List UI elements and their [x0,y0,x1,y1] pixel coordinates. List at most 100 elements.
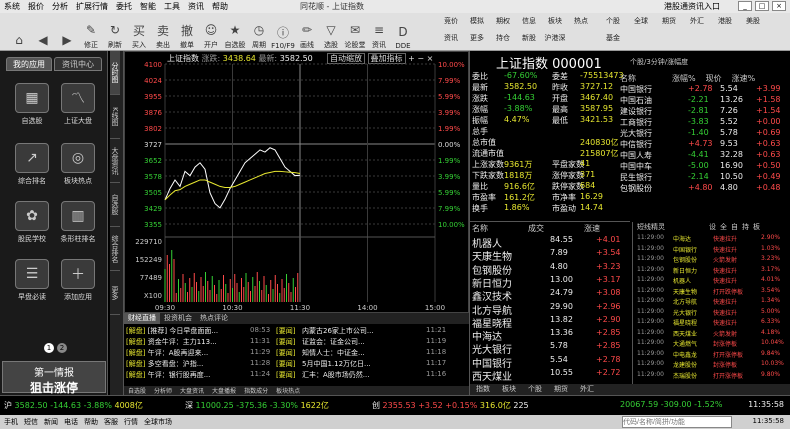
rank-row[interactable]: 包钢股份 +4.80 4.80 +0.48 [620,183,790,194]
menu-item-help[interactable]: 帮助 [212,2,228,11]
sub-row[interactable]: 中海达 13.36 +2.85 [472,328,630,343]
menu-item-quote[interactable]: 报价 [28,2,44,11]
menu-item-smart[interactable]: 智能 [140,2,156,11]
news-title[interactable]: 多空看盘：沪指... [147,360,204,368]
sub-row[interactable]: 西天煤业 10.55 +2.72 [472,368,630,383]
flash-row[interactable]: 11:29:00 龙建股份 封涨停板 10.03% [637,360,789,369]
bottom-tab[interactable]: 指数成分 [244,388,269,395]
toolbar-right-button[interactable]: 板块 [548,17,562,25]
flash-row[interactable]: 11:29:00 中国银行 快速拉升 1.03% [637,245,789,254]
bottom-bar-item[interactable]: 新闻 [44,418,58,426]
rank-row[interactable]: 光大银行 -1.40 5.78 +0.69 [620,128,790,139]
toolbar-right-button[interactable]: 基金 [606,34,620,42]
bottom-bar-item[interactable]: 帮助 [84,418,98,426]
flash-row[interactable]: 11:29:00 光大银行 快速拉升 5.00% [637,308,789,317]
toolbar-forward-button[interactable]: ▶ [56,16,78,50]
index-sh[interactable]: 沪 3582.50 -144.63 -3.88% 4008亿 [4,401,143,410]
sub-row[interactable]: 福星晓程 13.82 +2.90 [472,315,630,330]
toolbar-right-button[interactable]: 港股 [718,17,732,25]
bottom-bar-item[interactable]: 电话 [64,418,78,426]
bottom-tab[interactable]: 分析师 [154,388,173,395]
tab-more[interactable]: 更多 [110,271,120,315]
footer-tab[interactable]: 板块 [502,385,516,393]
flash-filter-button[interactable]: 自 [731,223,738,231]
flash-row[interactable]: 11:29:00 北方导航 快速拉升 1.34% [637,297,789,306]
flash-row[interactable]: 11:29:00 大通燃气 封涨停板 10.04% [637,339,789,348]
flash-row[interactable]: 11:29:00 西天煤业 火箭发射 4.18% [637,329,789,338]
toolbar-right-button[interactable]: 美股 [746,17,760,25]
toolbar-right-button[interactable]: 期权 [496,17,510,25]
flash-row[interactable]: 11:29:00 杰瑞股份 打开涨停板 9.80% [637,371,789,380]
menu-item-extended[interactable]: 扩展行情 [76,2,108,11]
toolbar-filter-button[interactable]: ▽ 选股 [324,23,338,49]
toolbar-f10-button[interactable]: ⓘ F10/F9 [271,25,295,51]
code-search-input[interactable] [622,416,732,428]
sub-row[interactable]: 机器人 84.55 +4.01 [472,235,630,250]
bottom-bar-item[interactable]: 客服 [104,418,118,426]
news-row[interactable]: [解盘] [推荐] 今日早盘面面... 08:53 [要闻] 内蒙古26家上市公司..… [126,326,466,336]
tab-ranking[interactable]: 综合排名 [110,227,120,271]
tab-live[interactable]: 财经直播 [124,313,160,324]
rank-row[interactable]: 工商银行 -3.83 5.52 +0.00 [620,117,790,128]
menu-item-trade[interactable]: 委托 [116,2,132,11]
menu-item-system[interactable]: 系统 [4,2,20,11]
toolbar-right-button[interactable]: 沪港深 [544,34,566,42]
tab-intraday[interactable]: 分时图 [110,51,120,95]
toolbar-account-button[interactable]: ☺ 开户 [204,23,218,49]
flash-row[interactable]: 11:29:00 福星晓程 快速拉升 6.33% [637,318,789,327]
footer-tab[interactable]: 指数 [476,385,490,393]
flash-filter-button[interactable]: 设 [709,223,716,231]
app-morning-read[interactable]: ☰ 早盘必读 [12,259,52,302]
window-right-link[interactable]: 港股通资讯入口 [664,2,720,11]
toolbar-right-button[interactable]: 信息 [522,17,536,25]
footer-tab[interactable]: 个股 [528,385,542,393]
toolbar-right-button[interactable]: 模拟 [470,17,484,25]
news-row[interactable]: [解盘] 午评：A股再迎来... 11:29 [要闻] 知情人士：中证金... 11:1… [126,348,466,358]
flash-filter-button[interactable]: 全 [720,223,727,231]
intraday-chart[interactable]: 上证指数 涨跌: 3438.64 最新: 3582.50 自动缩放 叠加指标 +… [124,51,469,313]
toolbar-buy-button[interactable]: 买买入 [132,23,146,50]
toolbar-right-button[interactable]: 新股 [522,34,536,42]
toolbar-right-button[interactable]: 资讯 [444,34,458,42]
sub-row[interactable]: 中国银行 5.54 +2.78 [472,355,630,370]
toolbar-right-button[interactable]: 个股 [606,17,620,25]
toolbar-right-button[interactable]: 更多 [470,34,484,42]
auto-scale-button[interactable]: 自动缩放 [327,53,365,64]
news-title[interactable]: 内蒙古26家上市公司... [302,327,374,335]
news-title[interactable]: 5月中国1.12万亿日... [302,360,371,368]
minimize-button[interactable]: _ [738,1,752,11]
tab-kline[interactable]: K线图 [110,95,120,139]
bottom-bar-item[interactable]: 全球市场 [144,418,172,426]
toolbar-home-button[interactable]: ⌂ [8,16,30,50]
menu-item-news[interactable]: 资讯 [188,2,204,11]
sub-row[interactable]: 光大银行 5.78 +2.85 [472,341,630,356]
flash-row[interactable]: 11:29:00 新日恒力 快速拉升 3.17% [637,266,789,275]
app-hot-sectors[interactable]: ◎ 板块热点 [58,143,98,186]
flash-row[interactable]: 11:29:00 天康生物 打开跌停板 3.54% [637,287,789,296]
index-sz[interactable]: 深 11000.25 -375.36 -3.30% 1622亿 [185,401,329,410]
news-row[interactable]: [解盘] 资金牛评：主力113... 11:31 [要闻] 证监会：证金公司... 11… [126,337,466,347]
bottom-bar-item[interactable]: 手机 [4,418,18,426]
bottom-bar-item[interactable]: 短信 [24,418,38,426]
page-dot[interactable]: 2 [57,343,67,353]
sub-row[interactable]: 北方导航 29.90 +2.96 [472,302,630,317]
toolbar-chat-button[interactable]: ✉ 论股堂 [344,23,366,49]
footer-tab[interactable]: 外汇 [580,385,594,393]
flash-filter-button[interactable]: 板 [753,223,760,231]
sub-row[interactable]: 鑫汉技术 24.79 +3.08 [472,288,630,303]
news-title[interactable]: 午评：银行股再度... [147,371,211,379]
toolbar-draw-button[interactable]: ✏ 画线 [300,23,314,49]
news-title[interactable]: 资金牛评：主力113... [147,338,217,346]
bottom-tab[interactable]: 大盘资讯 [180,388,205,395]
promo-banner[interactable]: 第一情报 狙击涨停 [2,361,106,395]
app-school[interactable]: ✿ 股民学校 [12,201,52,244]
toolbar-dde-button[interactable]: D DDE [395,25,411,50]
app-watchlist[interactable]: ▦ 自选股 [12,83,52,126]
flash-row[interactable]: 11:29:00 机器人 快速拉升 4.01% [637,276,789,285]
toolbar-right-button[interactable]: 热点 [574,17,588,25]
footer-tab[interactable]: 期货 [554,385,568,393]
rank-row[interactable]: 中国石油 -2.21 13.26 +1.58 [620,95,790,106]
sub-row[interactable]: 包钢股份 4.80 +3.23 [472,262,630,277]
bottom-tab[interactable]: 板块热点 [276,388,301,395]
maximize-button[interactable]: □ [755,1,769,11]
